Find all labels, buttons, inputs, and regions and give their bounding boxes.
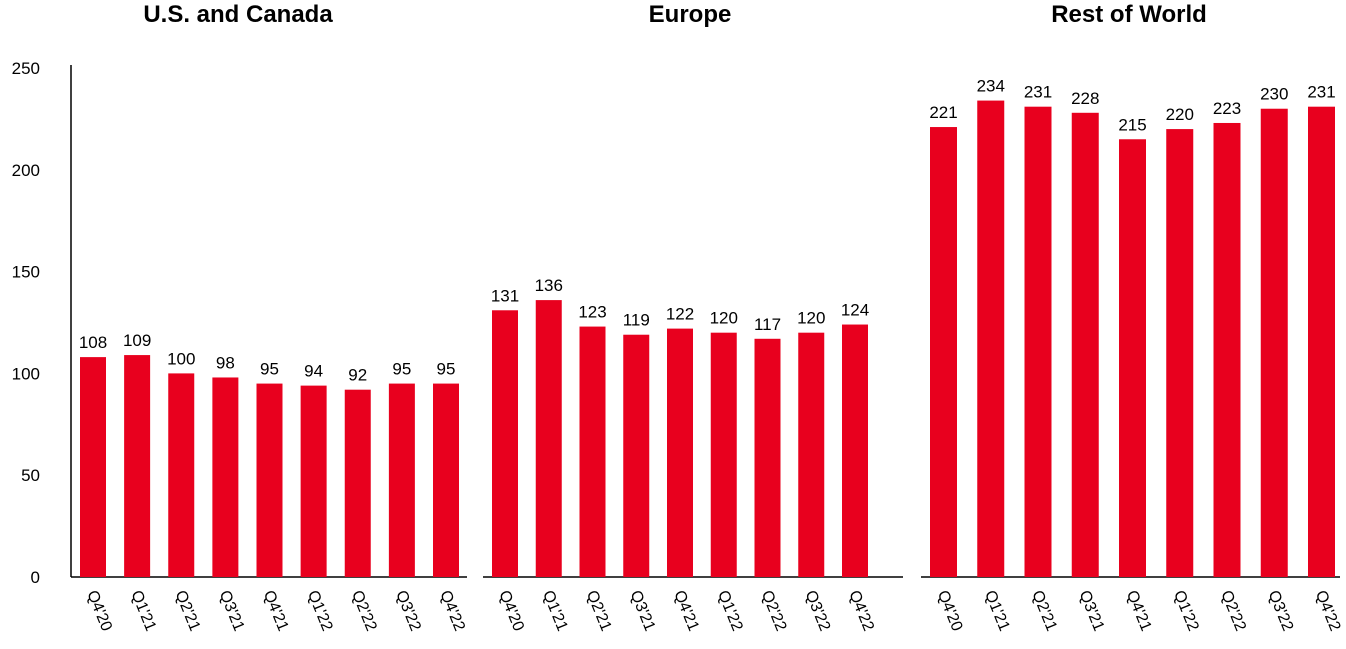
- bar-us-canada-8: [433, 383, 459, 577]
- x-tick-label-europe-8: Q4'22: [845, 588, 877, 634]
- data-label-rest-of-world-2: 231: [1024, 83, 1052, 102]
- data-label-us-canada-8: 95: [437, 360, 456, 379]
- x-tick-label-europe-5: Q1'22: [714, 588, 746, 634]
- x-tick-label-us-canada-6: Q2'22: [348, 588, 380, 634]
- panel-title-us-canada: U.S. and Canada: [143, 1, 333, 28]
- x-tick-label-us-canada-5: Q1'22: [304, 588, 336, 634]
- data-label-us-canada-7: 95: [392, 360, 411, 379]
- data-label-rest-of-world-4: 215: [1118, 115, 1146, 134]
- data-label-europe-1: 136: [535, 276, 563, 295]
- y-tick-label: 250: [12, 59, 40, 78]
- x-tick-label-rest-of-world-2: Q2'21: [1028, 588, 1060, 634]
- data-label-europe-6: 117: [754, 315, 781, 334]
- bar-europe-6: [754, 338, 781, 577]
- bar-europe-3: [623, 334, 650, 577]
- data-label-europe-3: 119: [623, 311, 650, 330]
- panel-us-canada: U.S. and Canada 108 Q4'20 109 Q1'21 100 Q2'21…: [71, 1, 468, 634]
- bar-us-canada-3: [212, 377, 239, 577]
- bar-rest-of-world-7: [1260, 108, 1288, 577]
- x-tick-label-rest-of-world-5: Q1'22: [1170, 588, 1202, 634]
- x-tick-label-europe-2: Q2'21: [583, 588, 615, 634]
- panel-rest-of-world: Rest of World 221 Q4'20 234 Q1'21 231 Q2'21 22…: [921, 1, 1343, 634]
- bar-europe-0: [492, 310, 518, 577]
- data-label-rest-of-world-5: 220: [1166, 105, 1194, 124]
- bar-europe-5: [710, 332, 737, 577]
- data-label-us-canada-5: 94: [304, 362, 323, 381]
- x-tick-label-us-canada-2: Q2'21: [172, 588, 204, 634]
- data-label-rest-of-world-3: 228: [1071, 89, 1099, 108]
- y-tick-label: 100: [12, 364, 40, 383]
- x-tick-label-europe-1: Q1'21: [539, 588, 571, 634]
- data-label-europe-2: 123: [578, 303, 606, 322]
- bar-us-canada-5: [300, 385, 327, 577]
- data-label-europe-8: 124: [841, 301, 869, 320]
- x-tick-label-us-canada-8: Q4'22: [436, 588, 468, 634]
- bar-rest-of-world-6: [1213, 122, 1241, 578]
- bar-rest-of-world-3: [1071, 112, 1099, 578]
- bar-europe-1: [535, 300, 562, 577]
- y-tick-label: 0: [31, 568, 40, 587]
- y-tick-label: 50: [21, 466, 40, 485]
- data-label-us-canada-6: 92: [348, 366, 367, 385]
- y-tick-label: 200: [12, 161, 40, 180]
- bar-rest-of-world-0: [930, 127, 957, 577]
- data-label-europe-0: 131: [491, 286, 519, 305]
- data-label-us-canada-4: 95: [260, 360, 279, 379]
- x-tick-label-us-canada-4: Q4'21: [260, 588, 292, 634]
- x-tick-label-us-canada-7: Q3'22: [392, 588, 424, 634]
- bar-rest-of-world-8: [1308, 106, 1335, 578]
- data-label-us-canada-0: 108: [79, 333, 107, 352]
- data-label-europe-4: 122: [666, 305, 694, 324]
- bar-us-canada-0: [80, 357, 106, 577]
- x-tick-label-us-canada-1: Q1'21: [127, 588, 159, 634]
- x-tick-label-europe-3: Q3'21: [627, 588, 659, 634]
- x-tick-label-rest-of-world-6: Q2'22: [1217, 588, 1249, 634]
- x-tick-label-europe-7: Q3'22: [802, 588, 834, 634]
- x-tick-label-europe-0: Q4'20: [495, 588, 527, 634]
- x-tick-label-rest-of-world-4: Q4'21: [1123, 588, 1155, 634]
- x-tick-label-rest-of-world-3: Q3'21: [1076, 588, 1108, 634]
- data-label-us-canada-3: 98: [216, 353, 235, 372]
- bar-rest-of-world-1: [977, 100, 1005, 578]
- bar-europe-7: [798, 332, 825, 577]
- data-label-rest-of-world-6: 223: [1213, 99, 1241, 118]
- data-label-europe-5: 120: [710, 309, 738, 328]
- x-tick-label-rest-of-world-0: Q4'20: [934, 588, 966, 634]
- panel-europe: Europe 131 Q4'20 136 Q1'21 123 Q2'21 119 Q3'21 1…: [483, 1, 903, 634]
- panel-title-europe: Europe: [649, 1, 732, 28]
- bar-us-canada-7: [388, 383, 415, 577]
- bar-europe-8: [842, 324, 868, 577]
- data-label-rest-of-world-0: 221: [929, 103, 957, 122]
- data-label-europe-7: 120: [797, 309, 825, 328]
- data-label-us-canada-2: 100: [167, 349, 195, 368]
- y-axis: 0 50 100 150 200 250: [12, 59, 72, 587]
- bar-rest-of-world-4: [1119, 139, 1146, 577]
- x-tick-label-us-canada-0: Q4'20: [83, 588, 115, 634]
- data-label-us-canada-1: 109: [123, 331, 151, 350]
- x-tick-label-europe-4: Q4'21: [670, 588, 702, 634]
- bar-europe-2: [579, 326, 606, 577]
- x-tick-label-rest-of-world-8: Q4'22: [1312, 588, 1344, 634]
- panel-title-rest-of-world: Rest of World: [1051, 1, 1207, 28]
- bar-us-canada-1: [124, 355, 151, 577]
- data-label-rest-of-world-1: 234: [977, 77, 1005, 96]
- x-tick-label-us-canada-3: Q3'21: [216, 588, 248, 634]
- data-label-rest-of-world-8: 231: [1307, 83, 1335, 102]
- data-label-rest-of-world-7: 230: [1260, 85, 1288, 104]
- bar-rest-of-world-2: [1024, 106, 1052, 578]
- bar-us-canada-2: [168, 373, 195, 577]
- x-tick-label-rest-of-world-1: Q1'21: [981, 588, 1013, 634]
- bar-us-canada-6: [344, 389, 371, 577]
- bar-us-canada-4: [256, 383, 283, 577]
- x-tick-label-europe-6: Q2'22: [758, 588, 790, 634]
- bar-rest-of-world-5: [1166, 129, 1194, 577]
- bar-europe-4: [667, 328, 693, 577]
- y-tick-label: 150: [12, 263, 40, 282]
- x-tick-label-rest-of-world-7: Q3'22: [1265, 588, 1297, 634]
